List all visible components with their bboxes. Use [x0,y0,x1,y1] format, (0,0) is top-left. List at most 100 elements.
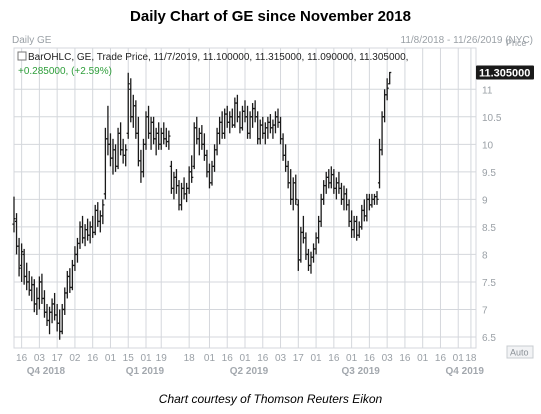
ohlc-chart[interactable]: 6.5 7 7.5 8 8.5 9 9.5 10 10.5 11 16 03 17 02 16 01 15 01… [10,34,535,389]
x-tick-label: 03 [382,353,394,364]
ohlc-bar [266,116,270,139]
ohlc-bar [121,138,125,164]
ohlc-bar [215,127,219,156]
ohlc-bar [337,171,341,194]
legend-checkbox[interactable] [17,51,27,61]
ohlc-bar [218,116,222,145]
x-tick-label: 01 [346,353,358,364]
y-tick-label: 8 [482,250,488,261]
y-axis: 6.5 7 7.5 8 8.5 9 9.5 10 10.5 11 [482,85,502,344]
ohlc-bar [322,180,326,205]
y-tick-label: 7.5 [482,278,496,289]
ohlc-bar [355,215,359,241]
ohlc-bar [357,221,361,238]
ohlc-bar [301,215,305,244]
ohlc-bar [40,273,44,304]
ohlc-bar [251,103,255,128]
ohlc-bar [271,119,275,139]
date-range: 11/8/2018 - 11/26/2019 (NYC) [400,35,534,46]
ohlc-bar [73,246,77,271]
quarter-label: Q3 2019 [341,366,380,377]
x-tick-label: 16 [257,353,269,364]
x-tick-label: 16 [435,353,447,364]
ohlc-bar [195,116,199,145]
x-tick-label: 16 [222,353,234,364]
ohlc-bar [375,191,379,205]
ohlc-bar [12,196,16,233]
ohlc-bar [58,309,62,340]
ohlc-bar [157,122,161,150]
ohlc-bar [124,144,128,167]
ohlc-bar [172,171,176,200]
x-axis: 16 03 17 02 16 01 15 01 19 18 01 16 01 16 03 17 01 16 01 16… [16,353,484,377]
ohlc-bar [212,144,217,172]
ohlc-bar [159,127,163,150]
ohlc-bar [32,279,36,313]
ohlc-bar [98,210,102,233]
ohlc-bar [233,97,237,128]
auto-scale-button[interactable]: Auto [506,345,534,359]
ohlc-bar [377,138,382,189]
y-tick-label: 7 [482,305,488,316]
x-tick-label: 18 [184,353,196,364]
ohlc-bar [96,202,100,227]
ohlc-bar [88,221,92,244]
x-tick-label: 17 [293,353,305,364]
chart-panel: Daily GE 11/8/2018 - 11/26/2019 (NYC) 6.… [10,34,535,389]
x-tick-label: 15 [123,353,135,364]
ohlc-bar [25,262,29,291]
x-tick-label: 01 [204,353,216,364]
y-tick-label: 6.5 [482,333,496,344]
ohlc-bar [129,78,133,123]
ohlc-bar [365,193,369,222]
ohlc-bar [179,182,184,211]
ohlc-bar [276,108,280,128]
ohlc-bar [240,105,245,131]
price-axis-header: Price [506,38,527,48]
ohlc-bar [101,199,105,225]
ohlc-bar [78,221,82,249]
ohlc-bar [152,116,156,145]
quarter-label: Q1 2019 [126,366,165,377]
ohlc-bar [329,166,333,189]
ohlc-bar [284,144,288,172]
ohlc-bar [228,111,232,134]
ohlc-bar [324,171,328,194]
ohlc-bar [126,72,130,139]
ohlc-bar [136,116,140,167]
ohlc-bar [42,290,47,318]
ohlc-bar [154,127,158,156]
ohlc-bar [116,127,120,170]
ohlc-bar [108,133,113,167]
ohlc-bar [53,292,57,321]
ohlc-bar [294,174,298,205]
ohlc-bar [63,287,67,315]
ohlc-bar [306,248,311,271]
ohlc-bar [70,259,74,291]
ohlc-bar [192,122,196,170]
ohlc-bar [332,169,336,194]
quarter-label: Q4 2018 [27,366,66,377]
ohlc-bar [75,237,80,263]
ohlc-bar [350,210,354,238]
ohlc-bar [200,125,204,150]
ohlc-bar [197,127,201,156]
ohlc-bar [60,303,64,335]
ohlc-bar [45,303,49,326]
auto-label: Auto [510,348,529,358]
ohlc-bar [263,122,267,145]
ohlc-bar [35,287,39,315]
ohlc-bar [258,119,262,145]
symbol-label: Daily GE [12,35,52,46]
ohlc-bar [220,111,224,139]
ohlc-bar [367,193,371,211]
ohlc-bar [106,105,110,156]
ohlc-bar [93,204,97,236]
ohlc-bar [253,100,257,123]
chart-title: Daily Chart of GE since November 2018 [130,8,411,25]
ohlc-bar [17,237,21,277]
ohlc-bar [83,224,87,247]
grid [13,47,477,349]
price-change: +0.285000, (+2.59%) [18,66,112,77]
ohlc-bar [314,232,318,255]
